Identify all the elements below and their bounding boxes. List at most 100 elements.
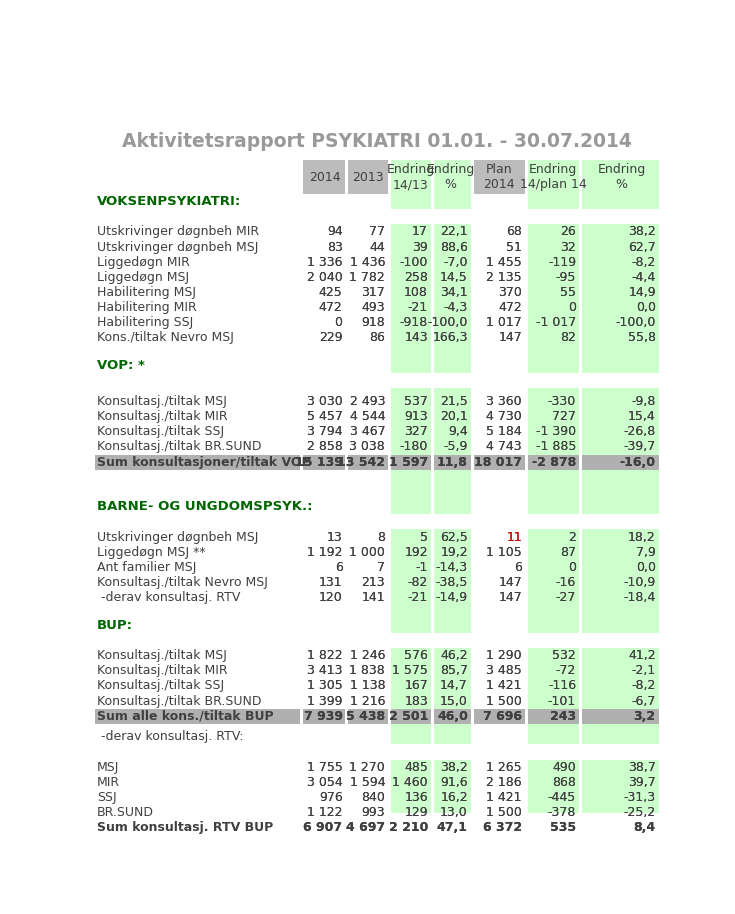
- Text: 243: 243: [550, 709, 576, 723]
- Text: 39,7: 39,7: [628, 776, 656, 789]
- Text: 3 485: 3 485: [486, 664, 522, 677]
- Text: Konsultasj./tiltak MSJ: Konsultasj./tiltak MSJ: [97, 395, 227, 408]
- Bar: [582, 285, 659, 300]
- Text: -16,0: -16,0: [620, 455, 656, 469]
- Text: 3,2: 3,2: [634, 709, 656, 723]
- Bar: [391, 409, 431, 424]
- Text: 532: 532: [552, 649, 576, 662]
- Bar: [528, 724, 579, 729]
- Text: 1 336: 1 336: [307, 256, 343, 269]
- Text: 38,7: 38,7: [628, 760, 656, 773]
- Bar: [303, 775, 345, 790]
- Text: 317: 317: [362, 286, 385, 299]
- Text: 1 105: 1 105: [486, 546, 522, 558]
- Bar: [348, 440, 388, 454]
- Text: -25,2: -25,2: [623, 806, 656, 819]
- Text: 85,7: 85,7: [440, 664, 468, 677]
- Text: -378: -378: [548, 806, 576, 819]
- Text: 15,0: 15,0: [440, 695, 468, 707]
- Bar: [528, 285, 579, 300]
- Text: 11: 11: [506, 530, 522, 544]
- Bar: [95, 409, 300, 424]
- Text: 976: 976: [319, 791, 343, 804]
- Text: 85,7: 85,7: [440, 664, 468, 677]
- Bar: [95, 678, 300, 694]
- Bar: [95, 805, 300, 820]
- Bar: [582, 160, 659, 194]
- Text: 2 135: 2 135: [487, 271, 522, 284]
- Bar: [582, 694, 659, 708]
- Bar: [582, 499, 659, 515]
- Bar: [473, 499, 525, 515]
- Text: 38,2: 38,2: [440, 760, 468, 773]
- Bar: [95, 760, 300, 775]
- Text: 108: 108: [404, 286, 428, 299]
- Bar: [391, 605, 431, 618]
- Text: -6,7: -6,7: [631, 695, 656, 707]
- Bar: [473, 820, 525, 835]
- Bar: [434, 225, 470, 239]
- Text: 55: 55: [560, 286, 576, 299]
- Text: 258: 258: [404, 271, 428, 284]
- Text: 6 907: 6 907: [304, 821, 343, 834]
- Bar: [303, 270, 345, 285]
- Text: -39,7: -39,7: [623, 441, 656, 453]
- Bar: [303, 590, 345, 605]
- Text: 62,7: 62,7: [628, 240, 656, 253]
- Bar: [95, 790, 300, 805]
- Bar: [303, 285, 345, 300]
- Text: 4 697: 4 697: [346, 821, 385, 834]
- Text: 1 782: 1 782: [349, 271, 385, 284]
- Bar: [434, 729, 470, 745]
- Bar: [528, 545, 579, 559]
- Bar: [303, 394, 345, 409]
- Text: 229: 229: [319, 332, 343, 345]
- Text: 317: 317: [362, 286, 385, 299]
- Bar: [391, 499, 431, 515]
- Bar: [95, 424, 300, 440]
- Text: 7: 7: [377, 561, 385, 574]
- Text: 3 054: 3 054: [306, 776, 343, 789]
- Text: 0,0: 0,0: [636, 561, 656, 574]
- Text: -1 017: -1 017: [536, 316, 576, 329]
- Text: 1 290: 1 290: [487, 649, 522, 662]
- Bar: [348, 729, 388, 745]
- Bar: [391, 694, 431, 708]
- Bar: [582, 454, 659, 470]
- Bar: [434, 664, 470, 678]
- Text: 32: 32: [560, 240, 576, 253]
- Bar: [348, 559, 388, 575]
- Text: 7 696: 7 696: [483, 709, 522, 723]
- Bar: [391, 345, 431, 358]
- Text: 1 216: 1 216: [350, 695, 385, 707]
- Text: 1 594: 1 594: [350, 776, 385, 789]
- Bar: [582, 239, 659, 255]
- Text: 4 743: 4 743: [487, 441, 522, 453]
- Bar: [95, 820, 300, 835]
- Text: 0,0: 0,0: [636, 561, 656, 574]
- Bar: [434, 775, 470, 790]
- Text: -derav konsultasj. RTV: -derav konsultasj. RTV: [97, 591, 240, 604]
- Text: -4,3: -4,3: [444, 301, 468, 314]
- Bar: [434, 805, 470, 820]
- Text: 46,2: 46,2: [440, 649, 468, 662]
- Text: 485: 485: [404, 760, 428, 773]
- Bar: [348, 225, 388, 239]
- Bar: [348, 239, 388, 255]
- Bar: [434, 470, 470, 499]
- Text: 1 000: 1 000: [349, 546, 385, 558]
- Text: 0: 0: [568, 301, 576, 314]
- Bar: [528, 678, 579, 694]
- Text: -16,0: -16,0: [620, 455, 656, 469]
- Text: -918: -918: [400, 316, 428, 329]
- Text: -26,8: -26,8: [623, 425, 656, 439]
- Bar: [303, 358, 345, 373]
- Text: 976: 976: [319, 791, 343, 804]
- Text: -21: -21: [408, 301, 428, 314]
- Text: 131: 131: [319, 576, 343, 589]
- Text: 4 544: 4 544: [350, 410, 385, 423]
- Text: Endring
%: Endring %: [598, 164, 646, 191]
- Text: -95: -95: [556, 271, 576, 284]
- Text: 1 000: 1 000: [349, 546, 385, 558]
- Bar: [391, 529, 431, 545]
